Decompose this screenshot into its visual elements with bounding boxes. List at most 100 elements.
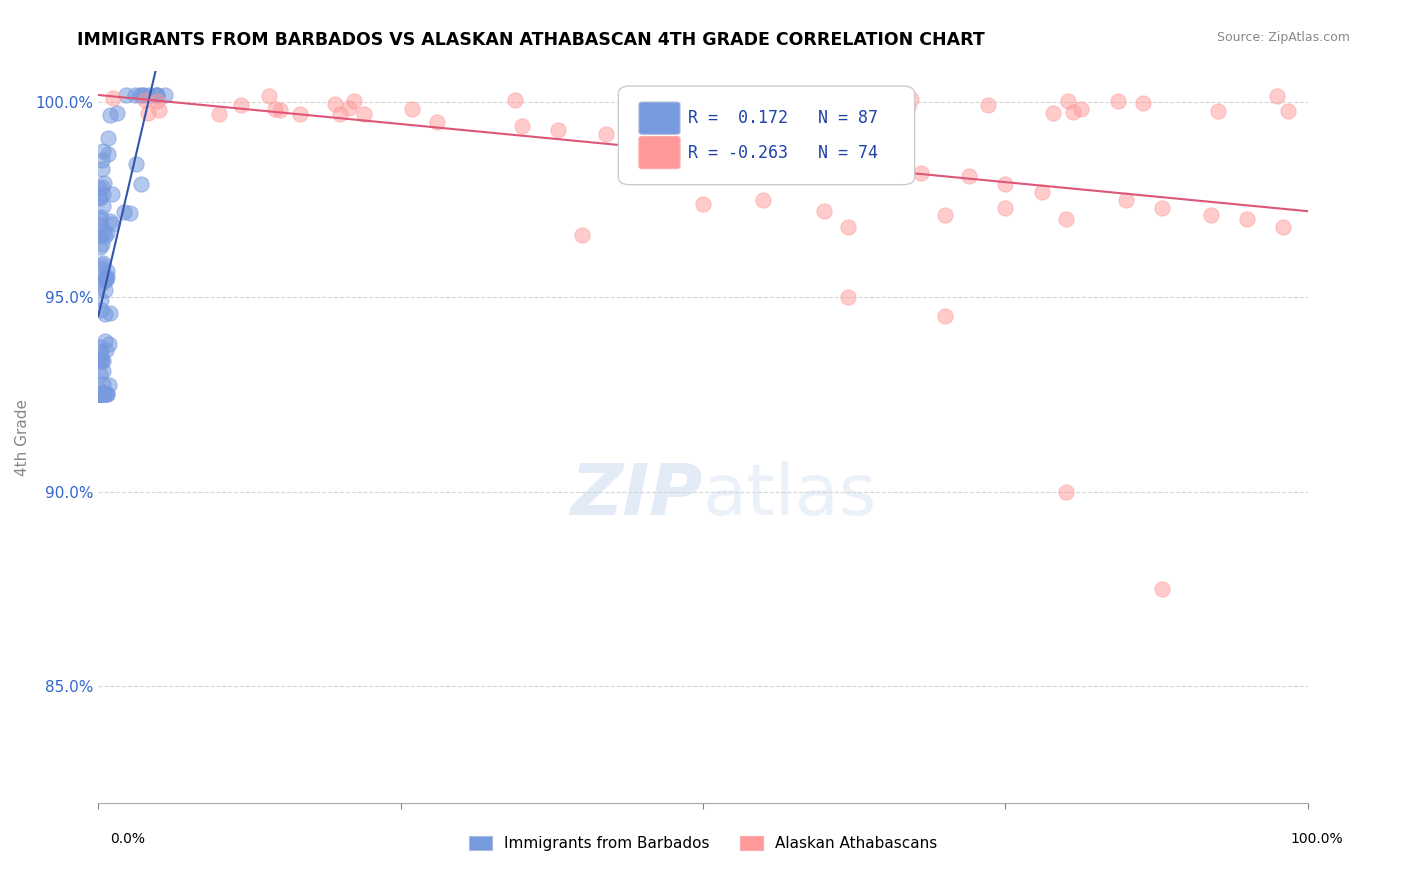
Point	[778, 89, 800, 103]
Point	[87, 387, 110, 401]
Point	[93, 353, 115, 368]
Point	[90, 385, 112, 400]
Point	[90, 344, 112, 359]
Point	[1042, 105, 1064, 120]
Point	[89, 387, 111, 401]
Point	[994, 201, 1017, 215]
Point	[900, 92, 922, 106]
Point	[98, 213, 121, 227]
Point	[89, 191, 111, 205]
Point	[426, 115, 449, 129]
Point	[1054, 212, 1077, 227]
Point	[138, 87, 160, 102]
Point	[89, 387, 111, 401]
Point	[90, 387, 112, 401]
FancyBboxPatch shape	[619, 86, 915, 185]
Point	[91, 162, 114, 177]
Point	[97, 131, 120, 145]
Point	[93, 186, 115, 201]
Point	[87, 387, 110, 401]
Point	[91, 199, 114, 213]
Text: atlas: atlas	[703, 461, 877, 530]
Point	[118, 205, 141, 219]
Point	[96, 269, 118, 284]
Point	[90, 210, 112, 224]
Point	[89, 340, 111, 354]
Point	[1062, 105, 1084, 120]
Point	[815, 95, 838, 110]
Point	[595, 127, 617, 141]
Point	[93, 225, 115, 239]
Point	[89, 367, 111, 381]
Point	[994, 177, 1017, 191]
Point	[89, 354, 111, 368]
Point	[91, 364, 114, 378]
Point	[1031, 185, 1053, 199]
Point	[1272, 219, 1295, 234]
Point	[98, 108, 121, 122]
Point	[208, 107, 231, 121]
Point	[90, 180, 112, 194]
Point	[98, 337, 121, 351]
Text: 100.0%: 100.0%	[1291, 832, 1343, 846]
Point	[837, 153, 859, 168]
Point	[89, 240, 111, 254]
Point	[1115, 193, 1137, 207]
Point	[1265, 89, 1288, 103]
Point	[93, 272, 115, 286]
Point	[90, 386, 112, 401]
Point	[112, 205, 135, 219]
Point	[145, 87, 167, 102]
Point	[94, 334, 117, 348]
Point	[269, 103, 291, 118]
Point	[87, 387, 110, 401]
Point	[89, 189, 111, 203]
Point	[129, 87, 152, 102]
Point	[1152, 201, 1174, 215]
Point	[136, 105, 159, 120]
Point	[837, 219, 859, 234]
Point	[329, 107, 352, 121]
Point	[131, 87, 153, 102]
Point	[91, 258, 114, 272]
Point	[229, 98, 252, 112]
Point	[692, 135, 714, 149]
Point	[910, 165, 932, 179]
Point	[94, 343, 117, 358]
Point	[87, 181, 110, 195]
Text: R = -0.263   N = 74: R = -0.263 N = 74	[689, 144, 879, 161]
Point	[96, 226, 118, 240]
Point	[91, 387, 114, 401]
Point	[875, 102, 897, 116]
Point	[547, 122, 569, 136]
Point	[716, 138, 738, 153]
Point	[146, 87, 169, 102]
Point	[91, 145, 114, 159]
Point	[96, 263, 118, 277]
Point	[1199, 208, 1222, 222]
Point	[87, 387, 110, 401]
Point	[89, 260, 111, 275]
Point	[93, 387, 115, 401]
Point	[124, 87, 146, 102]
Point	[813, 204, 835, 219]
Point	[97, 146, 120, 161]
Point	[105, 106, 128, 120]
Point	[94, 284, 117, 298]
Point	[134, 87, 156, 102]
Point	[90, 352, 112, 367]
Point	[90, 293, 112, 308]
Point	[977, 98, 1000, 112]
Point	[692, 196, 714, 211]
Text: IMMIGRANTS FROM BARBADOS VS ALASKAN ATHABASCAN 4TH GRADE CORRELATION CHART: IMMIGRANTS FROM BARBADOS VS ALASKAN ATHA…	[77, 31, 986, 49]
Point	[353, 107, 375, 121]
Point	[98, 306, 121, 320]
Point	[401, 102, 423, 116]
Point	[571, 227, 593, 242]
Point	[94, 273, 117, 287]
Point	[1277, 104, 1299, 119]
Text: 0.0%: 0.0%	[110, 832, 145, 846]
Point	[288, 107, 311, 121]
Point	[90, 350, 112, 364]
Point	[789, 150, 811, 164]
